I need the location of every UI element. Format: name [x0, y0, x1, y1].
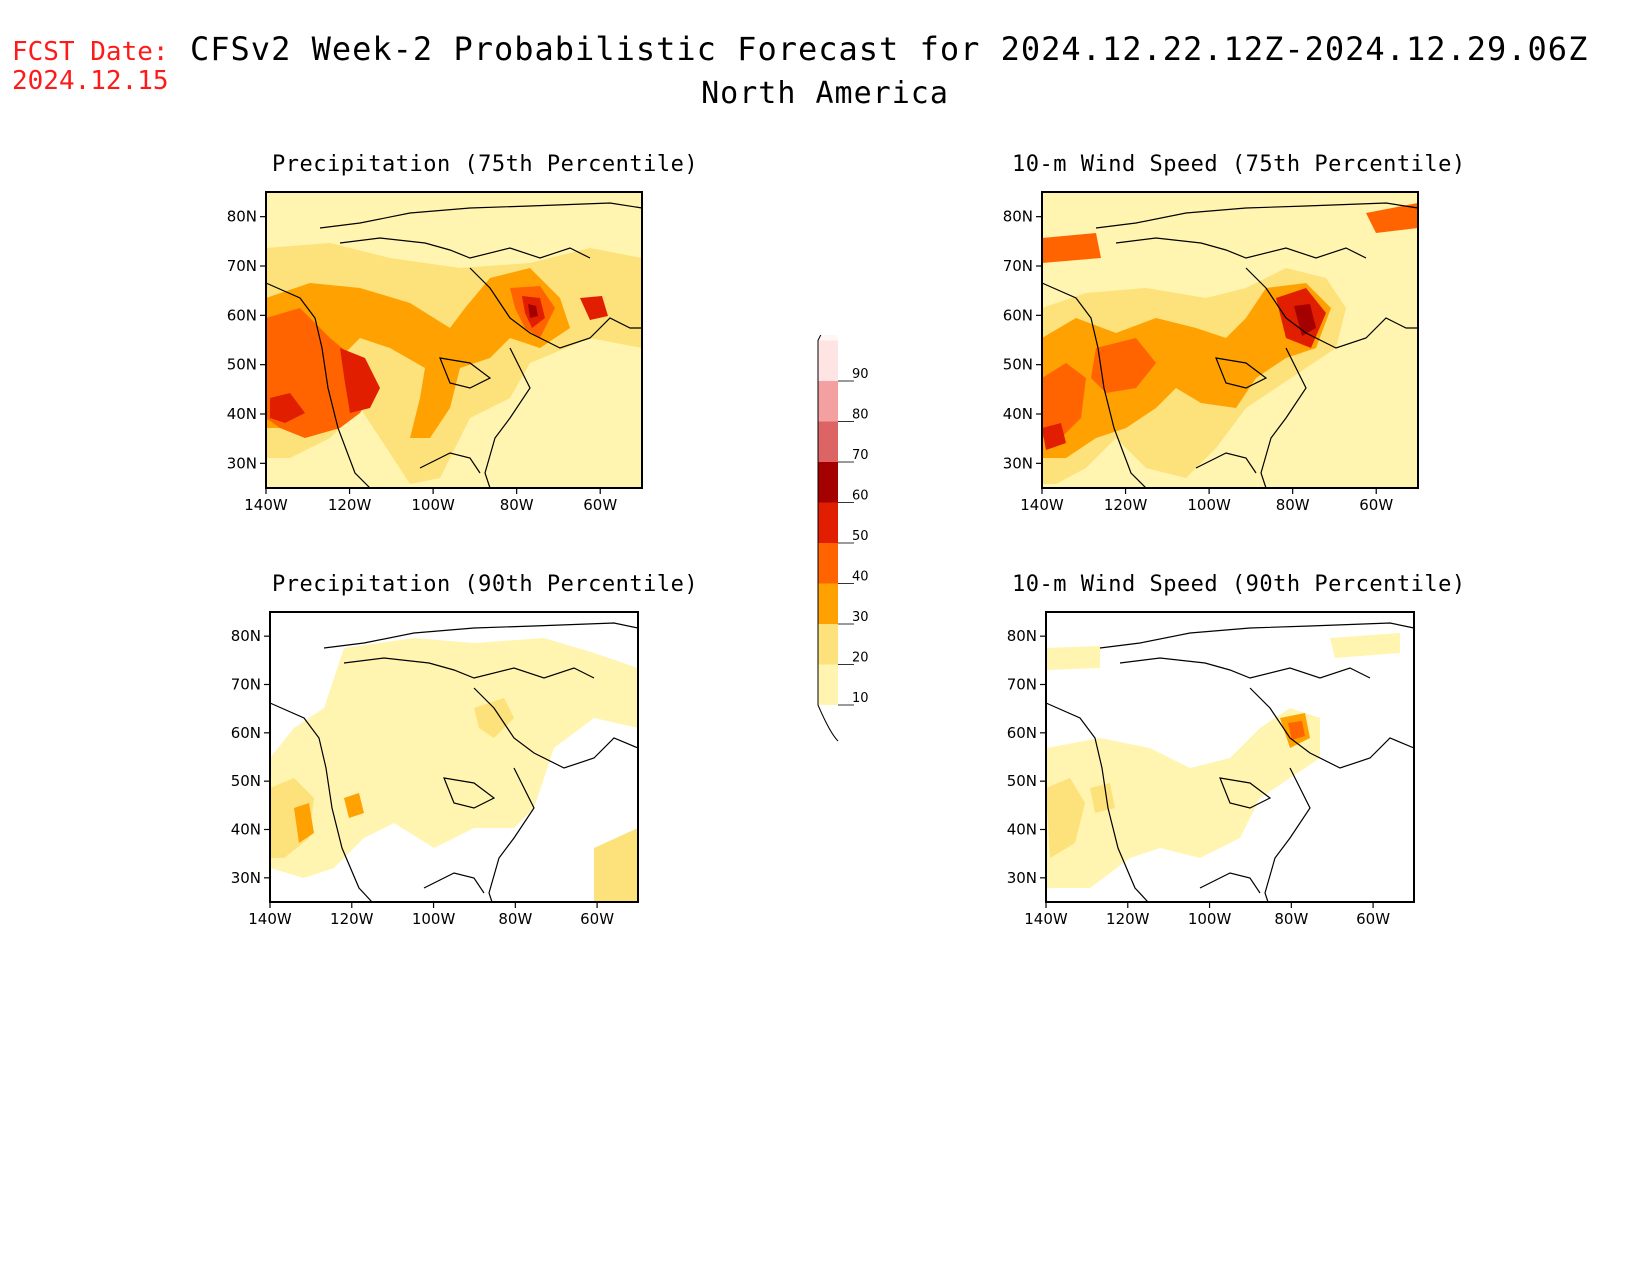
colorbar-label: 90	[852, 367, 869, 382]
map-precip75: 140W 120W 100W 80W 60W 80N 70N 60N 50N 40N 30N	[227, 191, 643, 514]
shading-layer	[1046, 612, 1414, 902]
lat-tick-label: 40N	[231, 821, 261, 839]
lat-tick-label: 50N	[227, 356, 257, 374]
colorbar-label: 60	[852, 489, 869, 504]
shading-layer	[266, 192, 642, 488]
colorbar-label: 20	[852, 651, 869, 666]
lat-tick-label: 50N	[1007, 772, 1037, 790]
lon-tick-label: 80W	[1276, 496, 1310, 514]
panel-title-wind75: 10-m Wind Speed (75th Percentile)	[1012, 152, 1466, 177]
lat-tick-label: 30N	[1007, 869, 1037, 887]
lat-tick-label: 70N	[231, 676, 261, 694]
lat-tick-label: 70N	[227, 257, 257, 275]
lat-tick-label: 60N	[1007, 724, 1037, 742]
panel-title-precip75: Precipitation (75th Percentile)	[272, 152, 699, 177]
coastlines	[1045, 622, 1415, 903]
lat-tick-label: 50N	[231, 772, 261, 790]
colorbar-box	[818, 381, 838, 422]
lon-tick-label: 100W	[1188, 910, 1232, 928]
axis-ticks: 140W 120W 100W 80W 60W 80N 70N 60N 50N 40N 30N	[227, 208, 618, 514]
coastlines	[265, 202, 643, 489]
lon-tick-label: 60W	[1359, 496, 1393, 514]
shading-layer	[1042, 192, 1418, 488]
colorbar-box	[818, 664, 838, 705]
colorbar-bottom-cap	[818, 705, 838, 741]
map-wind75: 140W 120W 100W 80W 60W 80N 70N 60N 50N 40N 30N	[1003, 191, 1419, 514]
lon-tick-label: 120W	[1106, 910, 1150, 928]
shading-layer	[270, 612, 638, 902]
colorbar: 10 20 30 40 50 60 70 80 90	[817, 335, 869, 742]
colorbar-box	[818, 421, 838, 462]
lat-tick-label: 80N	[1003, 208, 1033, 226]
lat-tick-label: 60N	[231, 724, 261, 742]
colorbar-box	[818, 340, 838, 381]
lon-tick-label: 60W	[580, 910, 614, 928]
lon-tick-label: 100W	[411, 496, 455, 514]
page-title: CFSv2 Week-2 Probabilistic Forecast for …	[190, 30, 1589, 68]
colorbar-labels: 10 20 30 40 50 60 70 80 90	[838, 367, 869, 706]
forecast-date-value: 2024.12.15	[12, 66, 169, 96]
colorbar-outline	[817, 335, 839, 742]
map-frame	[265, 191, 643, 489]
lat-tick-label: 80N	[1007, 627, 1037, 645]
lon-tick-label: 100W	[1187, 496, 1231, 514]
axis-ticks: 140W 120W 100W 80W 60W 80N 70N 60N 50N 40N 30N	[1007, 627, 1391, 928]
map-precip90: 140W 120W 100W 80W 60W 80N 70N 60N 50N 40N 30N	[231, 611, 639, 928]
lon-tick-label: 80W	[1274, 910, 1308, 928]
coastlines	[1041, 202, 1419, 489]
lon-tick-label: 100W	[412, 910, 456, 928]
axis-ticks: 140W 120W 100W 80W 60W 80N 70N 60N 50N 40N 30N	[231, 627, 615, 928]
page-subtitle: North America	[701, 76, 949, 111]
lat-tick-label: 50N	[1003, 356, 1033, 374]
colorbar-label: 70	[852, 448, 869, 463]
lon-tick-label: 140W	[1020, 496, 1064, 514]
lat-tick-label: 40N	[227, 405, 257, 423]
lon-tick-label: 80W	[498, 910, 532, 928]
axis-ticks: 140W 120W 100W 80W 60W 80N 70N 60N 50N 40N 30N	[1003, 208, 1394, 514]
lat-tick-label: 70N	[1007, 676, 1037, 694]
panel-title-wind90: 10-m Wind Speed (90th Percentile)	[1012, 572, 1466, 597]
lon-tick-label: 120W	[1104, 496, 1148, 514]
lat-tick-label: 40N	[1003, 405, 1033, 423]
lat-tick-label: 30N	[227, 454, 257, 472]
lat-tick-label: 30N	[231, 869, 261, 887]
map-wind90: 140W 120W 100W 80W 60W 80N 70N 60N 50N 40N 30N	[1007, 611, 1415, 928]
lon-tick-label: 120W	[328, 496, 372, 514]
lat-tick-label: 70N	[1003, 257, 1033, 275]
lon-tick-label: 140W	[244, 496, 288, 514]
colorbar-box	[818, 583, 838, 624]
lat-tick-label: 30N	[1003, 454, 1033, 472]
lat-tick-label: 80N	[227, 208, 257, 226]
lat-tick-label: 60N	[1003, 306, 1033, 324]
lat-tick-label: 80N	[231, 627, 261, 645]
forecast-date-block: FCST Date: 2024.12.15	[12, 38, 169, 96]
map-frame	[1045, 611, 1415, 903]
colorbar-box	[818, 543, 838, 584]
lon-tick-label: 140W	[248, 910, 292, 928]
colorbar-boxes	[817, 335, 839, 742]
colorbar-box	[818, 502, 838, 543]
colorbar-box	[818, 624, 838, 665]
lon-tick-label: 60W	[1356, 910, 1390, 928]
coastlines	[269, 622, 639, 903]
colorbar-label: 40	[852, 570, 869, 585]
colorbar-label: 10	[852, 691, 869, 706]
lon-tick-label: 120W	[330, 910, 374, 928]
lon-tick-label: 140W	[1024, 910, 1068, 928]
colorbar-box	[818, 462, 838, 503]
colorbar-label: 80	[852, 408, 869, 423]
map-frame	[269, 611, 639, 903]
lat-tick-label: 40N	[1007, 821, 1037, 839]
panel-title-precip90: Precipitation (90th Percentile)	[272, 572, 699, 597]
colorbar-top-cap	[818, 335, 838, 341]
forecast-date-label: FCST Date:	[12, 37, 169, 67]
lat-tick-label: 60N	[227, 306, 257, 324]
lon-tick-label: 60W	[583, 496, 617, 514]
colorbar-label: 30	[852, 610, 869, 625]
map-frame	[1041, 191, 1419, 489]
colorbar-label: 50	[852, 529, 869, 544]
lon-tick-label: 80W	[500, 496, 534, 514]
